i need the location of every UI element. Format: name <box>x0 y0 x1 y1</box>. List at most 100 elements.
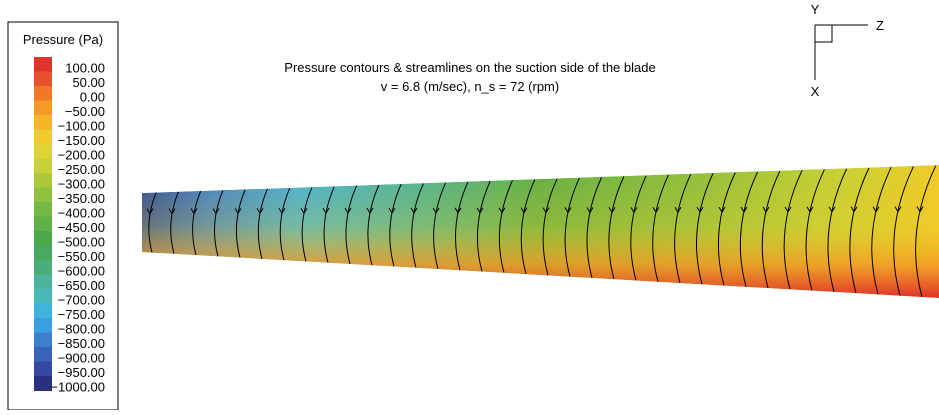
legend-label: −900.00 <box>58 351 105 366</box>
streamline <box>148 192 157 253</box>
streamline <box>367 184 380 266</box>
legend-label: 50.00 <box>72 75 105 90</box>
streamline <box>455 181 469 271</box>
legend-label: −700.00 <box>58 293 105 308</box>
streamline <box>433 182 447 270</box>
streamline <box>783 170 803 290</box>
streamline <box>871 166 892 295</box>
arrow <box>146 208 154 215</box>
legend-box <box>7 21 119 411</box>
streamline <box>257 188 268 259</box>
legend-swatch <box>34 361 52 377</box>
arrow <box>674 206 682 214</box>
streamline <box>827 168 848 292</box>
streamline <box>674 173 692 284</box>
streamline <box>170 191 179 254</box>
legend-label: −100.00 <box>58 119 105 134</box>
legend-label: −800.00 <box>58 322 105 337</box>
legend-swatch <box>34 144 52 159</box>
legend: 100.0050.000.00−50.00−100.00−150.00−200.… <box>34 57 105 395</box>
legend-swatch <box>34 173 52 188</box>
legend-swatch <box>34 245 52 261</box>
legend-label: 0.00 <box>80 90 105 105</box>
legend-swatch <box>34 303 52 319</box>
arrow <box>784 206 792 213</box>
streamline <box>696 173 714 285</box>
arrow <box>850 206 858 213</box>
legend-label: −350.00 <box>58 191 105 206</box>
arrow <box>542 207 550 214</box>
legend-label: −1000.00 <box>50 380 105 395</box>
arrow <box>520 207 528 214</box>
streamline <box>805 169 825 291</box>
streamlines <box>146 165 937 298</box>
legend-label: −300.00 <box>58 177 105 192</box>
arrow <box>652 207 660 214</box>
streamline <box>630 175 647 281</box>
legend-swatch <box>34 376 52 391</box>
legend-swatch <box>34 289 52 304</box>
streamline <box>608 176 625 280</box>
legend-label: −50.00 <box>65 104 105 119</box>
arrow <box>388 207 396 214</box>
arrow <box>916 206 924 213</box>
legend-swatch <box>34 347 52 362</box>
legend-label: −850.00 <box>58 336 105 351</box>
arrow <box>234 208 242 215</box>
legend-swatch <box>34 231 52 246</box>
legend-label: −200.00 <box>58 148 105 163</box>
axis-z-label: Z <box>876 18 884 33</box>
arrow <box>740 206 748 214</box>
legend-label: 100.00 <box>65 61 105 76</box>
legend-swatch <box>34 115 52 130</box>
axis-triad <box>814 24 868 80</box>
blade <box>142 165 939 298</box>
title-line2: v = 6.8 (m/sec), n_s = 72 (rpm) <box>381 79 559 94</box>
streamline <box>498 180 513 273</box>
streamline <box>192 190 202 256</box>
arrow <box>762 206 770 213</box>
streamline <box>476 180 491 272</box>
streamline <box>389 184 402 267</box>
streamline <box>849 167 870 294</box>
streamline <box>542 178 558 276</box>
arrow <box>410 207 418 214</box>
arrow <box>806 206 814 213</box>
legend-swatch <box>34 158 52 174</box>
legend-label: −150.00 <box>58 133 105 148</box>
legend-swatch <box>34 274 52 290</box>
streamline <box>915 165 937 298</box>
streamline <box>564 177 580 277</box>
arrow <box>322 207 330 215</box>
legend-swatch <box>34 86 52 101</box>
legend-label: −400.00 <box>58 206 105 221</box>
arrow <box>344 207 352 215</box>
arrow <box>828 206 836 213</box>
legend-title: Pressure (Pa) <box>23 32 103 47</box>
legend-label: −950.00 <box>58 365 105 380</box>
legend-swatch <box>34 129 52 145</box>
streamline <box>652 174 669 282</box>
legend-swatch <box>34 202 52 217</box>
arrow <box>300 207 308 215</box>
legend-swatch <box>34 260 52 275</box>
legend-label: −750.00 <box>58 307 105 322</box>
legend-swatch <box>34 100 52 116</box>
streamline <box>717 172 736 286</box>
arrow <box>476 207 484 214</box>
streamline <box>279 187 291 261</box>
title-line1: Pressure contours & streamlines on the s… <box>284 60 655 75</box>
arrow <box>630 207 638 214</box>
arrow <box>564 207 572 214</box>
streamline <box>411 183 424 268</box>
streamline <box>214 190 224 257</box>
legend-swatch <box>34 187 52 203</box>
streamline <box>301 187 313 262</box>
legend-label: −450.00 <box>58 220 105 235</box>
axis-x-label: X <box>811 84 820 99</box>
legend-swatch <box>34 332 52 348</box>
legend-swatch <box>34 216 52 232</box>
arrow <box>212 208 220 215</box>
arrow <box>894 206 902 213</box>
